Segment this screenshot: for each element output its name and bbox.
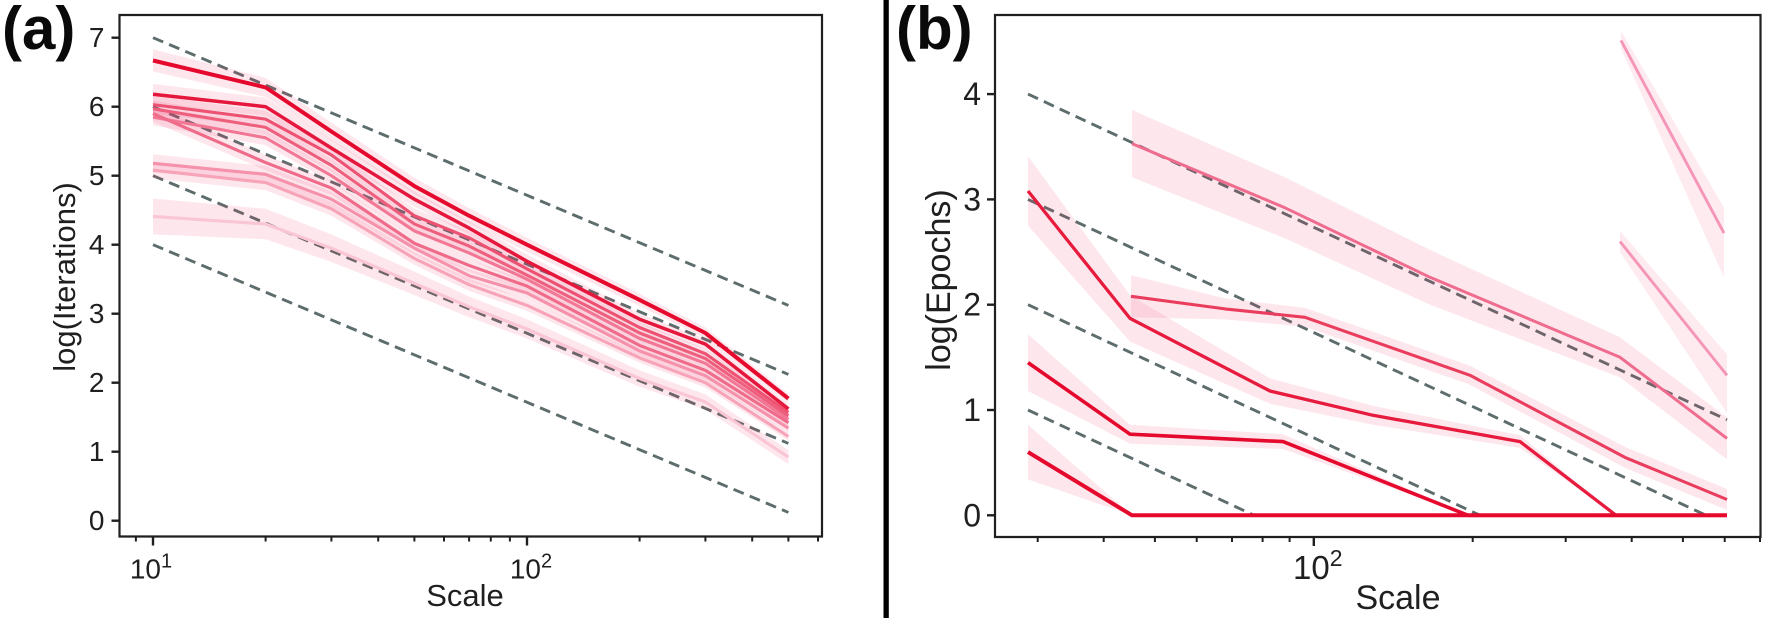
svg-text:5: 5 [89,160,105,191]
svg-text:2: 2 [963,287,981,323]
svg-text:Scale: Scale [1355,579,1440,617]
svg-text:7: 7 [89,22,105,53]
svg-text:3: 3 [963,181,981,217]
svg-text:4: 4 [89,229,105,260]
svg-text:(b): (b) [896,0,973,62]
svg-text:0: 0 [963,497,981,533]
svg-text:3: 3 [89,298,105,329]
svg-text:1: 1 [963,392,981,428]
svg-text:1: 1 [89,436,105,467]
svg-text:log(Epochs): log(Epochs) [920,189,958,370]
svg-text:6: 6 [89,91,105,122]
svg-text:2: 2 [89,367,105,398]
svg-text:0: 0 [89,505,105,536]
svg-text:Scale: Scale [426,578,504,613]
svg-text:log(Iterations): log(Iterations) [47,182,82,372]
svg-text:4: 4 [963,76,981,112]
svg-text:(a): (a) [2,0,75,62]
